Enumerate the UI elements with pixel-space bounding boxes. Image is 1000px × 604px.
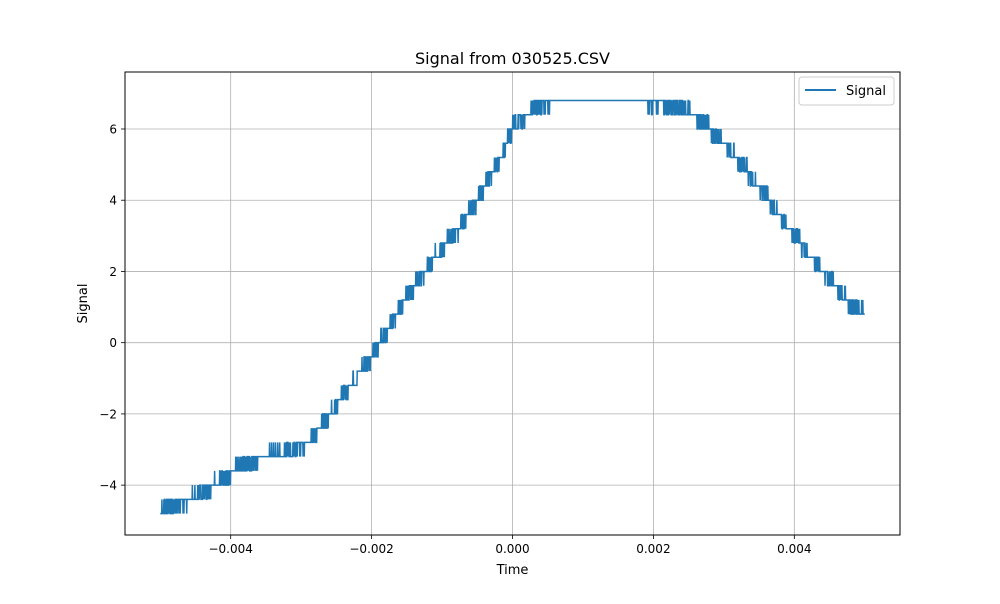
- x-axis-label: Time: [496, 563, 529, 578]
- legend-box: [798, 76, 895, 106]
- legend: Signal: [798, 76, 895, 106]
- y-tick-label: 6: [109, 122, 117, 136]
- x-tick-label: 0.004: [777, 542, 811, 556]
- series-line-signal: [160, 99, 865, 515]
- y-tick-label: −4: [99, 479, 117, 493]
- legend-label-signal: Signal: [846, 84, 886, 99]
- x-tick-label: 0.000: [495, 542, 529, 556]
- x-tick-label: −0.002: [349, 542, 393, 556]
- y-tick-label: 0: [109, 336, 117, 350]
- y-tick-label: −2: [99, 407, 117, 421]
- x-tick-label: −0.004: [208, 542, 252, 556]
- y-tick-label: 4: [109, 194, 117, 208]
- plot-area: [160, 99, 865, 515]
- y-tick-label: 2: [109, 265, 117, 279]
- x-tick-label: 0.002: [636, 542, 670, 556]
- y-axis-label: Signal: [76, 284, 91, 324]
- chart-title: Signal from 030525.CSV: [415, 49, 610, 68]
- ticks: −0.004 −0.002 0.000 0.002 0.004 −4 −2 0 2 4 6: [99, 122, 811, 556]
